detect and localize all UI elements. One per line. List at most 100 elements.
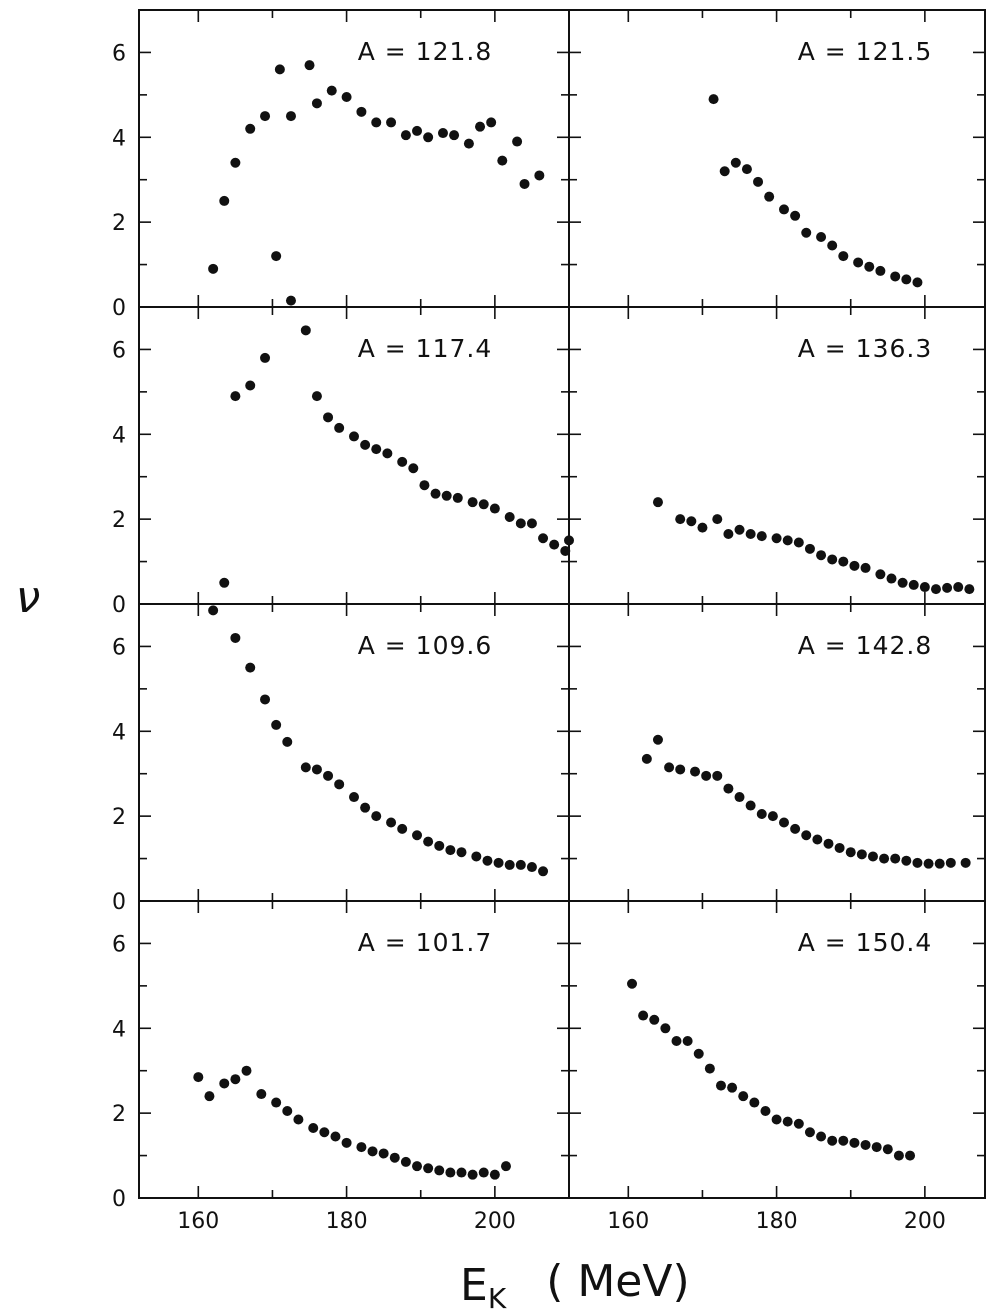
y-tick-label: 6 (112, 338, 126, 363)
data-point (371, 117, 382, 128)
data-point (311, 764, 322, 775)
data-points (193, 60, 975, 1180)
x-tick-label: 200 (904, 1209, 946, 1234)
data-point (779, 204, 789, 215)
data-point (901, 274, 912, 285)
data-point (538, 866, 549, 877)
data-point (497, 155, 508, 166)
data-point (456, 847, 467, 858)
data-point (652, 734, 663, 745)
data-point (945, 857, 956, 868)
data-point (564, 535, 574, 546)
data-point (449, 130, 460, 141)
data-point (308, 1122, 319, 1133)
data-point (793, 1118, 804, 1129)
data-point (664, 762, 675, 773)
data-point (875, 265, 886, 276)
data-point (260, 352, 271, 363)
data-point (804, 1127, 815, 1138)
x-axis-label: EK ( MeV) (460, 1256, 690, 1309)
data-point (816, 231, 827, 242)
data-point (779, 817, 789, 828)
data-point (849, 560, 860, 571)
panel-label: A = 101.7 (358, 928, 493, 957)
data-point (400, 1156, 411, 1167)
x-axis-label-subscript: K (488, 1282, 507, 1309)
data-point (860, 562, 871, 573)
data-point (360, 439, 371, 450)
data-point (760, 1106, 771, 1117)
data-point (241, 1065, 252, 1076)
x-tick-label: 180 (756, 1209, 798, 1234)
data-point (193, 1072, 204, 1083)
data-point (467, 1169, 478, 1180)
data-point (682, 1036, 693, 1047)
data-point (649, 1014, 660, 1025)
data-point (912, 857, 923, 868)
data-point (311, 391, 322, 402)
data-point (690, 766, 701, 777)
data-point (452, 492, 463, 503)
y-tick-label: 6 (112, 635, 126, 660)
data-point (756, 531, 767, 542)
data-point (493, 857, 504, 868)
data-point (860, 1139, 871, 1150)
data-point (504, 859, 515, 870)
data-point (323, 412, 334, 423)
data-point (849, 1137, 860, 1148)
data-point (230, 391, 241, 402)
data-point (734, 792, 745, 803)
data-point (864, 261, 875, 272)
data-point (256, 1089, 267, 1100)
data-point (434, 1165, 445, 1176)
data-point (549, 539, 560, 550)
data-point (412, 1161, 423, 1172)
data-point (356, 1142, 367, 1153)
data-point (923, 858, 934, 869)
data-point (838, 556, 849, 567)
data-point (790, 210, 801, 221)
data-point (890, 853, 901, 864)
data-point (378, 1148, 389, 1159)
data-point (423, 132, 434, 143)
data-point (326, 85, 337, 96)
data-point (734, 524, 745, 535)
data-point (504, 512, 515, 523)
y-tick-label: 0 (112, 296, 126, 321)
data-point (905, 1150, 916, 1161)
data-point (271, 719, 282, 730)
data-point (764, 191, 775, 202)
data-point (397, 823, 408, 834)
data-point (456, 1167, 467, 1178)
data-point (730, 157, 741, 168)
data-point (230, 157, 241, 168)
data-point (371, 811, 382, 822)
data-point (953, 582, 964, 593)
data-point (437, 128, 448, 139)
data-point (782, 535, 793, 546)
data-point (382, 448, 393, 459)
data-point (515, 518, 526, 529)
data-point (219, 195, 230, 206)
data-point (534, 170, 545, 181)
y-tick-label: 4 (112, 1017, 126, 1042)
data-point (853, 257, 864, 268)
panel-frame-r3-c0 (138, 900, 570, 1199)
data-point (893, 1150, 904, 1161)
axis-ticks (139, 9, 985, 1199)
data-point (412, 125, 423, 136)
data-point (478, 499, 489, 510)
data-point (782, 1116, 793, 1127)
data-point (875, 569, 886, 580)
data-point (434, 840, 445, 851)
data-point (311, 98, 322, 109)
x-axis-label-unit: ( MeV) (546, 1256, 689, 1307)
data-point (293, 1114, 304, 1125)
data-point (341, 1137, 352, 1148)
data-point (367, 1146, 378, 1157)
data-point (334, 422, 345, 433)
data-point (526, 862, 537, 873)
data-point (245, 662, 256, 673)
data-point (274, 64, 285, 75)
data-point (745, 800, 756, 811)
